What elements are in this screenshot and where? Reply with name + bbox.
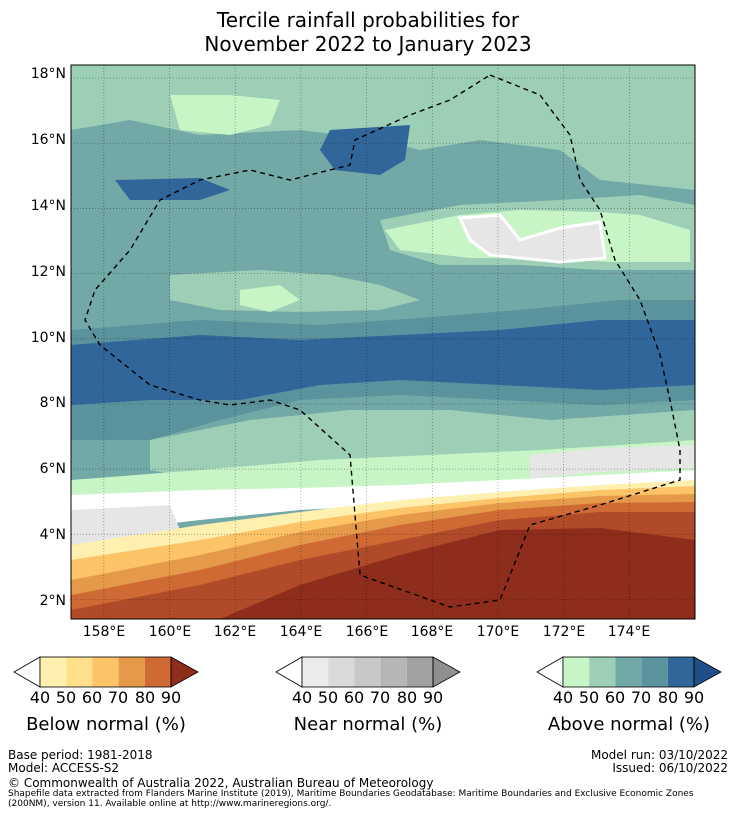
data-attribution: Shapefile data extracted from Flanders M…	[8, 789, 694, 809]
above-arrow-low	[536, 656, 564, 688]
near-tick-label: 40	[291, 688, 313, 707]
near-tick-label: 50	[317, 688, 339, 707]
below-arrow-low	[13, 656, 41, 688]
above-swatch	[563, 657, 590, 687]
near-tick-label: 90	[422, 688, 444, 707]
above-normal-colorbar	[536, 656, 722, 688]
near-swatch	[302, 657, 329, 687]
lon-tick-label: 174°E	[607, 624, 651, 640]
lat-tick-label: 16°N	[30, 132, 66, 148]
below-swatch	[144, 657, 171, 687]
near-arrow-low	[275, 656, 303, 688]
above-tick-label: 80	[657, 688, 679, 707]
near-normal-title: Near normal (%)	[293, 714, 443, 735]
base-period: Base period: 1981-2018	[8, 748, 153, 762]
above-arrow-high	[693, 656, 722, 688]
above-swatch	[589, 657, 616, 687]
lat-tick-label: 2°N	[39, 593, 66, 609]
below-tick-label: 90	[160, 688, 182, 707]
below-swatch	[66, 657, 93, 687]
below-swatch	[40, 657, 67, 687]
lon-tick-label: 166°E	[345, 624, 389, 640]
field-near-40-east	[530, 445, 695, 478]
field-above-40-11n	[240, 285, 300, 312]
lat-tick-label: 6°N	[39, 461, 66, 477]
below-tick-label: 50	[55, 688, 77, 707]
above-tick-label: 50	[578, 688, 600, 707]
above-swatch	[615, 657, 642, 687]
below-tick-label: 80	[134, 688, 156, 707]
lat-tick-label: 18°N	[30, 66, 66, 82]
below-swatch	[92, 657, 119, 687]
near-swatch	[328, 657, 355, 687]
lon-tick-label: 172°E	[542, 624, 586, 640]
above-swatch	[641, 657, 668, 687]
above-normal-title: Above normal (%)	[547, 714, 711, 735]
near-swatch	[406, 657, 433, 687]
field-above-40-north	[170, 95, 280, 135]
lon-tick-label: 164°E	[279, 624, 323, 640]
above-tick-label: 40	[552, 688, 574, 707]
field-near-40-south	[71, 505, 180, 545]
near-swatch	[380, 657, 407, 687]
near-arrow-high	[432, 656, 461, 688]
near-normal-colorbar	[275, 656, 461, 688]
near-swatch	[354, 657, 381, 687]
above-tick-label: 90	[683, 688, 705, 707]
field-above-70-15n	[320, 125, 410, 175]
lat-tick-label: 10°N	[30, 330, 66, 346]
below-tick-label: 70	[107, 688, 129, 707]
below-tick-label: 60	[81, 688, 103, 707]
field-above-70-14n	[115, 178, 230, 200]
above-tick-label: 70	[630, 688, 652, 707]
map-title-line2: November 2022 to January 2023	[204, 32, 532, 56]
map-gridlines	[71, 65, 695, 619]
below-normal-title: Below normal (%)	[26, 714, 186, 735]
lat-tick-label: 8°N	[39, 395, 66, 411]
lat-tick-label: 14°N	[30, 198, 66, 214]
field-above-70-9n	[71, 320, 695, 405]
below-arrow-high	[170, 656, 199, 688]
below-tick-label: 40	[29, 688, 51, 707]
near-tick-label: 70	[369, 688, 391, 707]
field-near-40-mid	[457, 213, 607, 264]
lon-tick-label: 168°E	[410, 624, 454, 640]
lon-tick-label: 158°E	[82, 624, 126, 640]
model-run: Model run: 03/10/2022	[590, 748, 728, 762]
lon-tick-label: 170°E	[476, 624, 520, 640]
probability-field	[71, 65, 695, 619]
lat-tick-label: 4°N	[39, 527, 66, 543]
lat-tick-label: 12°N	[30, 264, 66, 280]
field-below-90	[220, 528, 695, 619]
model-name: Model: ACCESS-S2	[8, 761, 120, 775]
above-swatch	[667, 657, 694, 687]
below-swatch	[118, 657, 145, 687]
lon-tick-label: 160°E	[148, 624, 192, 640]
below-normal-colorbar	[13, 656, 199, 688]
field-above-50-11n	[170, 270, 420, 312]
issued-date: Issued: 06/10/2022	[612, 761, 728, 775]
map-title-line1: Tercile rainfall probabilities for	[216, 8, 520, 32]
near-tick-label: 80	[396, 688, 418, 707]
lon-tick-label: 162°E	[213, 624, 257, 640]
above-tick-label: 60	[604, 688, 626, 707]
eez-boundary	[84, 74, 681, 608]
map-frame	[70, 64, 696, 620]
copyright: © Commonwealth of Australia 2022, Austra…	[8, 776, 434, 790]
near-tick-label: 60	[343, 688, 365, 707]
